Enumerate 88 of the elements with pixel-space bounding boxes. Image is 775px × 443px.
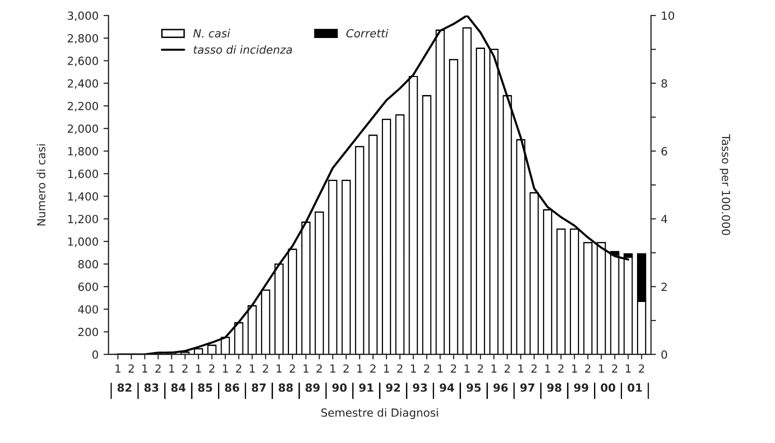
x-tick-label: 2 <box>638 364 644 373</box>
x-tick-label: 2 <box>316 364 322 373</box>
y-tick-label: 200 <box>78 328 98 336</box>
x-tick-label: 2 <box>585 364 590 373</box>
y-tick-label: 1,400 <box>68 192 98 202</box>
y-tick-label: 2,400 <box>68 79 98 89</box>
legend-label: tasso di incidenza <box>194 45 292 54</box>
y-tick-label: 1,800 <box>68 147 98 157</box>
x-tick-label: 2 <box>504 364 510 373</box>
x-tick-label: 1 <box>438 364 443 373</box>
text: 82 <box>118 383 132 392</box>
y2-tick-label: 6 <box>662 147 668 156</box>
x-tick-label: 1 <box>223 364 228 373</box>
x-tick-label: 1 <box>330 364 336 373</box>
x-tick-label: 1 <box>142 364 148 373</box>
x-tick-label: 1 <box>626 364 631 373</box>
x-tick-label: 2 <box>236 364 242 373</box>
y-axis-title: Numero di casi <box>36 144 46 226</box>
x-tick-label: 1 <box>357 364 362 373</box>
text: 88 <box>278 383 293 392</box>
x-tick-label: 2 <box>262 364 268 373</box>
text: 96 <box>493 383 508 392</box>
y-tick-label: 2,800 <box>68 34 98 44</box>
y-tick-label: 2,200 <box>68 102 98 112</box>
x-tick-label: 1 <box>304 364 308 373</box>
x-tick-label: 2 <box>612 364 618 373</box>
text: 84 <box>171 383 186 392</box>
x-tick-label: 2 <box>209 364 214 373</box>
x-tick-label: 1 <box>572 364 577 373</box>
x-tick-label: 1 <box>169 364 174 373</box>
y-tick-label: 2,000 <box>68 124 98 134</box>
text: 95 <box>466 383 481 392</box>
text: 92 <box>386 383 400 392</box>
y-tick-label: 1,200 <box>68 214 98 224</box>
x-tick-label: 1 <box>464 364 470 373</box>
x-tick-label: 2 <box>397 364 402 373</box>
text: 94 <box>440 383 454 392</box>
x-tick-label: 2 <box>155 364 161 373</box>
x-tick-label: 2 <box>290 364 295 373</box>
text: 98 <box>547 383 562 392</box>
y-tick-label: 2,600 <box>68 56 98 66</box>
y2-tick-label: 0 <box>661 350 668 359</box>
x-tick-label: 1 <box>411 364 416 373</box>
text: 01 <box>628 383 642 392</box>
y-tick-label: 0 <box>92 350 98 359</box>
y-tick-label: 400 <box>78 305 98 314</box>
x-tick-label: 2 <box>478 364 483 373</box>
x-tick-label: 1 <box>518 364 524 373</box>
text: 97 <box>520 383 534 392</box>
x-axis-title: Semestre di Diagnosi <box>321 408 438 419</box>
text: 85 <box>198 383 212 392</box>
y-tick-label: 1,000 <box>68 237 98 247</box>
text: 93 <box>412 383 427 392</box>
x-tick-label: 1 <box>116 364 120 373</box>
x-tick-label: 2 <box>531 364 537 373</box>
legend-label: Corretti <box>346 28 388 38</box>
x-tick-label: 2 <box>424 364 430 373</box>
x-tick-label: 1 <box>196 364 201 373</box>
y2-tick-label: 10 <box>662 11 674 20</box>
x-tick-label: 2 <box>128 364 134 373</box>
text: 91 <box>359 383 374 392</box>
y-tick-label: 1,600 <box>68 170 98 180</box>
text: 99 <box>574 383 588 392</box>
x-tick-label: 1 <box>250 364 255 373</box>
x-tick-label: 1 <box>545 364 550 373</box>
y2-axis-title: Tasso per 100.000 <box>720 134 730 236</box>
text: 83 <box>144 383 158 392</box>
x-tick-label: 2 <box>370 364 376 373</box>
legend-label: N. casi <box>193 28 230 38</box>
y2-tick-label: 8 <box>661 79 668 88</box>
x-tick-label: 1 <box>492 364 496 373</box>
text: 87 <box>252 383 266 392</box>
y-tick-label: 600 <box>78 282 98 291</box>
x-tick-label: 1 <box>276 364 282 373</box>
text: 90 <box>332 383 347 392</box>
y-tick-label: 3,000 <box>68 11 98 22</box>
y2-tick-label: 2 <box>662 282 667 291</box>
text: 89 <box>306 383 320 392</box>
y-tick-label: 800 <box>78 260 98 268</box>
text: 00 <box>600 383 616 392</box>
x-tick-label: 1 <box>599 364 604 373</box>
text: 86 <box>224 383 240 392</box>
x-tick-label: 2 <box>182 364 188 373</box>
x-tick-label: 2 <box>343 364 349 373</box>
x-tick-label: 2 <box>558 364 564 373</box>
y2-tick-label: 4 <box>661 214 668 224</box>
x-tick-label: 1 <box>384 364 389 373</box>
x-tick-label: 2 <box>450 364 456 373</box>
